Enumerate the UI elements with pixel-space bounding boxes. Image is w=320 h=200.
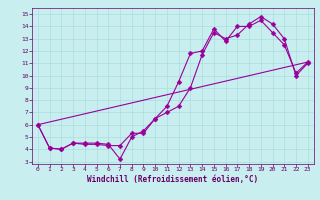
- X-axis label: Windchill (Refroidissement éolien,°C): Windchill (Refroidissement éolien,°C): [87, 175, 258, 184]
